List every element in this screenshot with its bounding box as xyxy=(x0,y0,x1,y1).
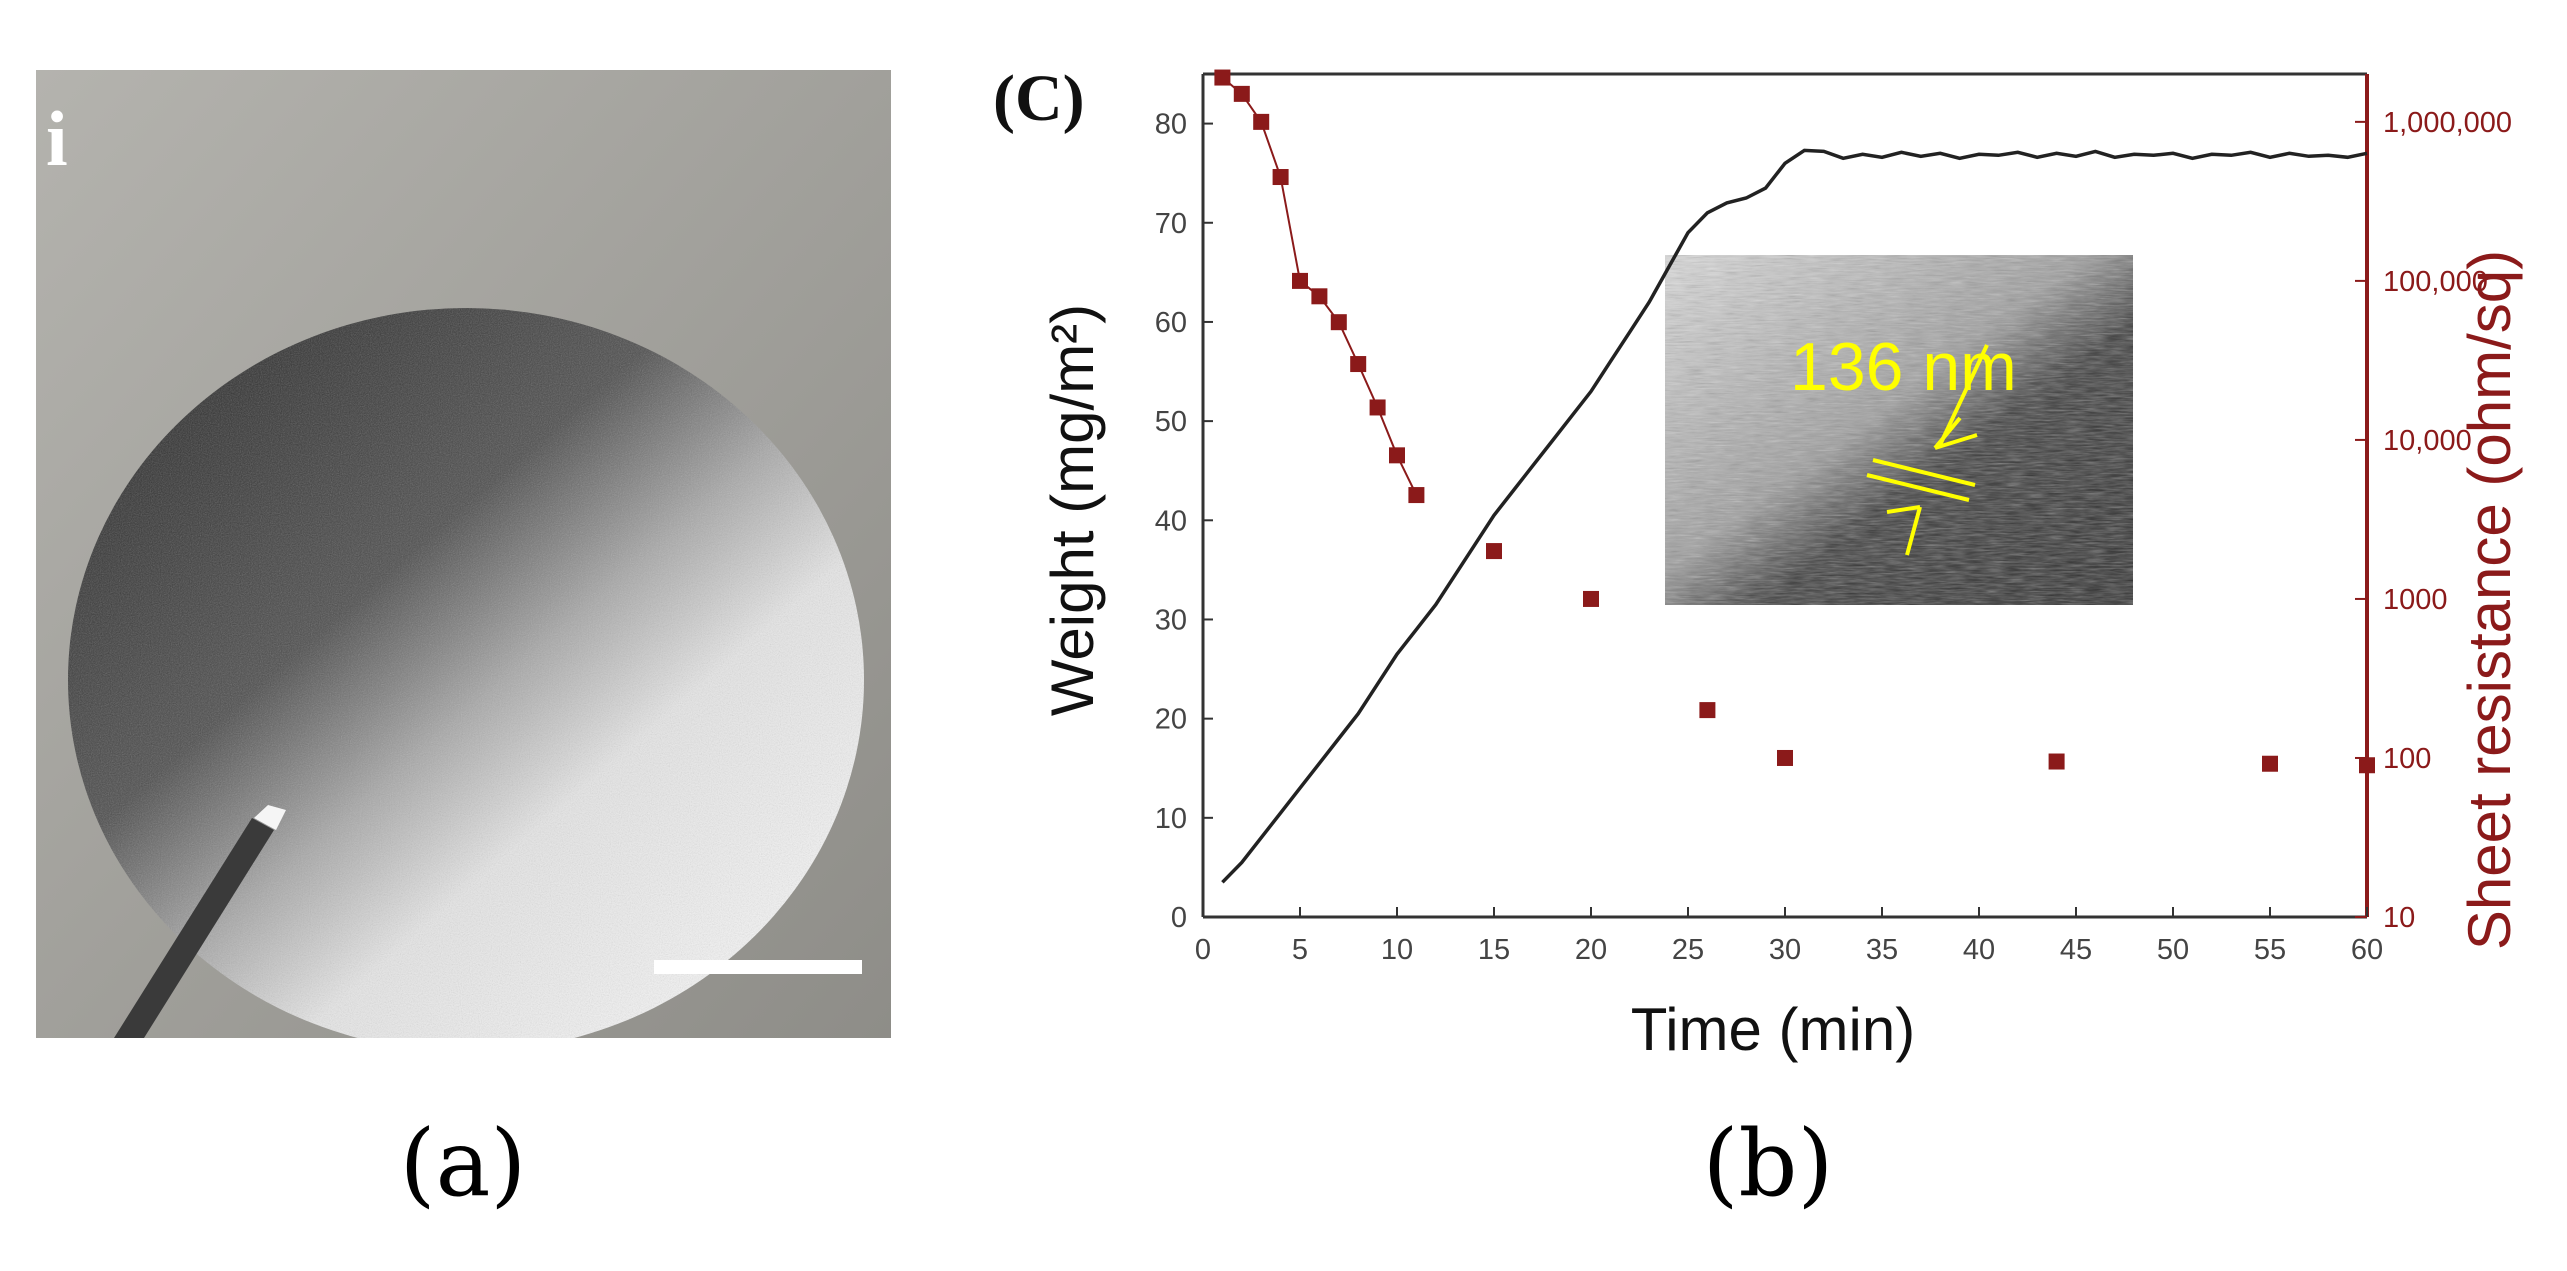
y-axis-right-title: Sheet resistance (ohm/sq) xyxy=(2456,250,2523,950)
scale-bar xyxy=(654,960,862,974)
sem-texture xyxy=(1665,255,2133,605)
weight-line xyxy=(1221,148,2368,884)
caption-a: (a) xyxy=(399,1110,527,1217)
resistance-point xyxy=(1214,69,1231,86)
resistance-point xyxy=(2048,753,2065,770)
x-tick-label: 40 xyxy=(1963,934,1995,966)
y-left-tick-label: 0 xyxy=(1171,902,1187,934)
y-left-tick-label: 40 xyxy=(1155,505,1187,537)
resistance-point xyxy=(1292,272,1308,289)
y-left-tick-label: 50 xyxy=(1155,406,1187,438)
resistance-point xyxy=(2359,757,2375,774)
y-right-tick-label: 1,000,000 xyxy=(2383,107,2512,139)
y-left-tick-label: 70 xyxy=(1155,208,1187,240)
sem-inset: 136 nm xyxy=(1665,255,2133,605)
y-right-tick-label: 100 xyxy=(2383,743,2431,775)
photo-panel: i xyxy=(36,70,891,1038)
tweezers-tip xyxy=(254,805,286,830)
x-tick-label: 50 xyxy=(2157,934,2189,966)
weight-series xyxy=(1221,148,2368,884)
caption-b: (b) xyxy=(1702,1110,1834,1217)
y-left-tick-label: 20 xyxy=(1155,704,1187,736)
panel-tag: (C) xyxy=(993,62,1085,135)
annotation-leader xyxy=(1938,344,1989,446)
x-tick-label: 20 xyxy=(1575,934,1607,966)
y-left-tick-label: 10 xyxy=(1155,803,1187,835)
x-tick-label: 60 xyxy=(2351,934,2383,966)
resistance-point xyxy=(1350,356,1367,373)
y-right-tick-label: 10,000 xyxy=(2383,425,2472,457)
film-texture xyxy=(68,308,864,1038)
y-right-tick-label: 1000 xyxy=(2383,584,2448,616)
resistance-point xyxy=(1272,169,1289,186)
resistance-point xyxy=(2262,755,2278,772)
y-left-tick-label: 60 xyxy=(1155,307,1187,339)
resistance-point xyxy=(1486,543,1502,560)
thickness-line-bottom xyxy=(1866,473,1970,502)
weight-resistance-chart: (C) 136 nm 0 5 10 15 20 25 30 35 40 45 50 55 60 0 10 20… xyxy=(993,62,2523,1063)
thickness-label: 136 nm xyxy=(1790,329,2017,405)
resistance-point xyxy=(1330,314,1347,331)
resistance-connector xyxy=(1221,76,1418,496)
resistance-point xyxy=(1408,487,1425,504)
x-tick-label: 55 xyxy=(2254,934,2286,966)
y-left-tick-label: 30 xyxy=(1155,604,1187,636)
arrow-bottom-b xyxy=(1905,506,1922,556)
y-right-tick-label: 10 xyxy=(2383,902,2415,934)
y-left-tick-label: 80 xyxy=(1155,109,1187,141)
x-tick-label: 15 xyxy=(1478,934,1510,966)
chart-panel: (C) 136 nm 0 5 10 15 20 25 30 35 40 45 50 55 60 0 10 20… xyxy=(985,40,2565,1080)
photo-marker: i xyxy=(46,95,68,182)
tick-labels: 0 5 10 15 20 25 30 35 40 45 50 55 60 0 10 20 30 40 50 60 70 8… xyxy=(1155,107,2512,966)
arrow-top-b xyxy=(1934,433,1978,450)
x-axis-title: Time (min) xyxy=(1631,996,1915,1063)
film-photo: i xyxy=(36,70,891,1038)
x-tick-label: 5 xyxy=(1292,934,1308,966)
resistance-point xyxy=(1369,399,1386,416)
x-tick-label: 10 xyxy=(1381,934,1413,966)
arrow-bottom-a xyxy=(1886,505,1921,514)
resistance-point xyxy=(1233,85,1250,102)
resistance-point xyxy=(1777,749,1793,766)
y-axis-left-title: Weight (mg/m²) xyxy=(1039,304,1106,716)
thickness-line-top xyxy=(1872,458,1976,487)
x-tick-label: 35 xyxy=(1866,934,1898,966)
arrow-top-a xyxy=(1933,416,1962,450)
x-tick-label: 30 xyxy=(1769,934,1801,966)
tweezers xyxy=(114,818,274,1038)
y-right-tick-label: 100,000 xyxy=(2383,266,2488,298)
resistance-point xyxy=(1253,113,1270,130)
resistance-series xyxy=(1214,69,2375,774)
resistance-point xyxy=(1699,702,1716,719)
x-tick-label: 45 xyxy=(2060,934,2092,966)
axes xyxy=(1201,72,2369,919)
resistance-point xyxy=(1389,447,1405,464)
resistance-point xyxy=(1583,590,1599,607)
x-tick-label: 25 xyxy=(1672,934,1704,966)
resistance-point xyxy=(1311,288,1328,305)
x-tick-label: 0 xyxy=(1195,934,1211,966)
